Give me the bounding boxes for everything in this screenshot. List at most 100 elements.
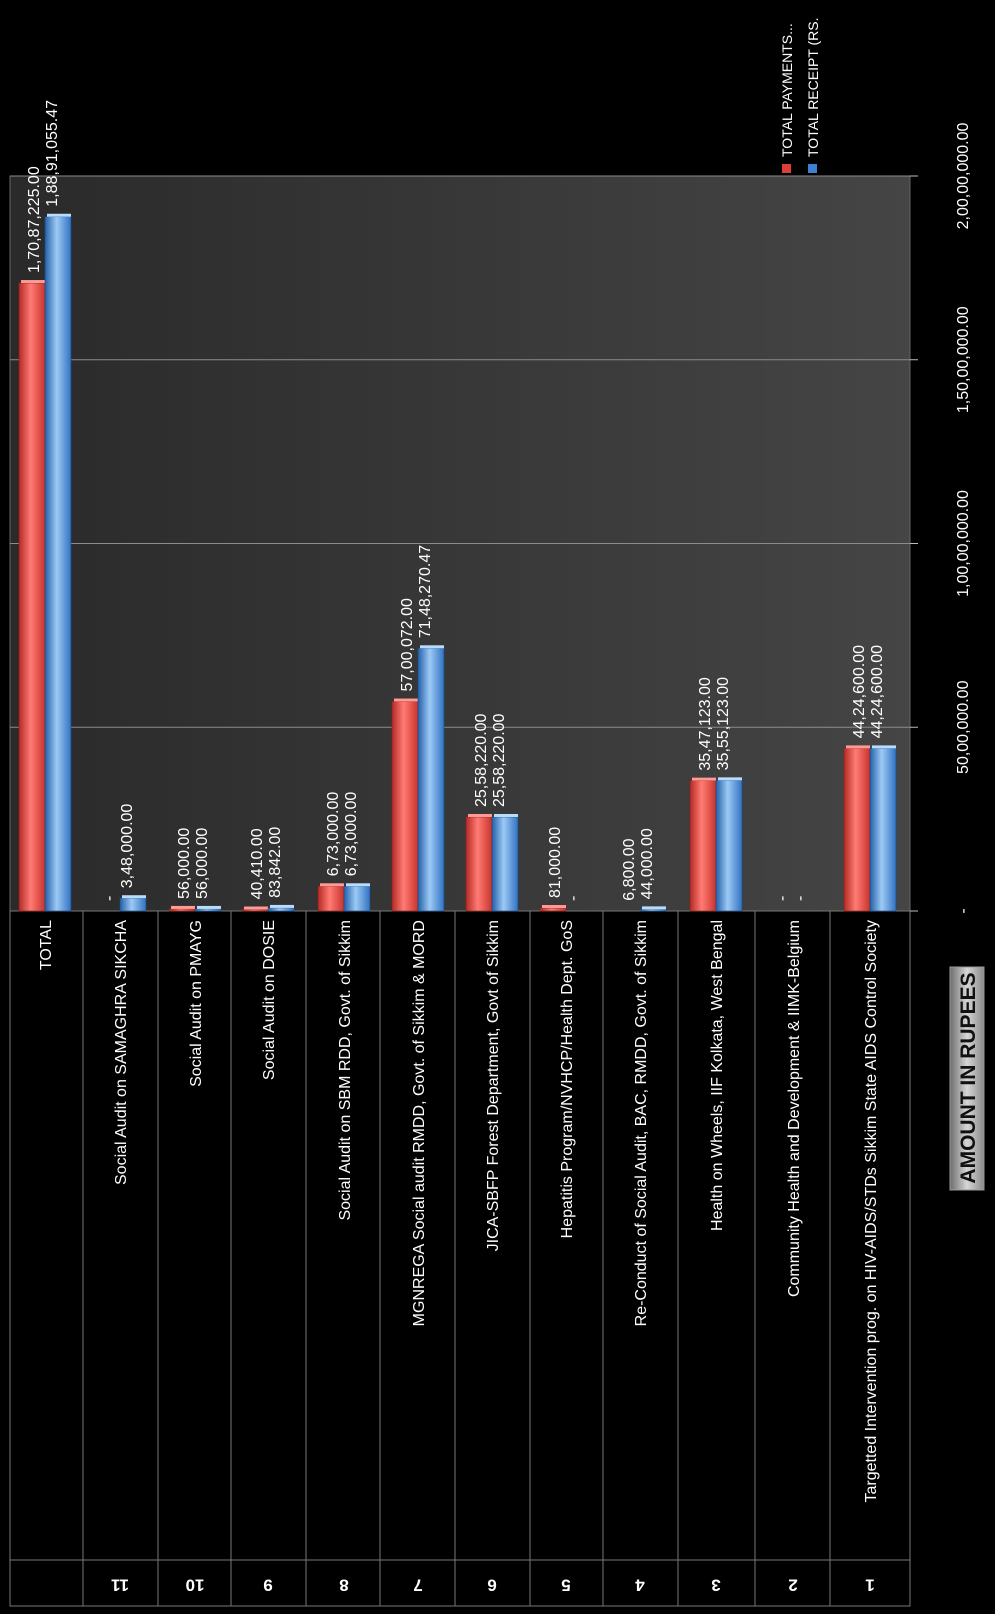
bar-payments [168, 908, 196, 912]
legend-label-receipt: TOTAL RECEIPT (RS. [805, 17, 821, 157]
axis-title: AMOUNT IN RUPEES [957, 972, 980, 1183]
bar-top-face [47, 213, 71, 217]
category-label: Hepatitis Program/NVHCP/Health Dept. GoS [559, 920, 576, 1238]
data-label-receipt: 6,73,000.00 [343, 792, 360, 877]
bar-receipt [491, 816, 519, 912]
category-number: 4 [635, 1576, 645, 1595]
bar-top-face [846, 745, 870, 749]
category-label: TOTAL [38, 920, 55, 970]
bar-receipt [639, 909, 667, 912]
data-label-payments: - [101, 896, 118, 901]
data-label-payments: 57,00,072.00 [399, 598, 416, 692]
category-number: 1 [865, 1576, 874, 1595]
category-table [9, 910, 911, 1607]
bar-top-face [346, 883, 370, 887]
data-label-payments: 1,70,87,225.00 [26, 166, 43, 273]
category-number: 7 [413, 1576, 422, 1595]
category-label: JICA-SBFP Forest Department, Govt of Sik… [485, 920, 502, 1251]
data-label-receipt: 44,000.00 [639, 828, 656, 899]
category-label: Social Audit on PMAYG [188, 920, 205, 1087]
axis-title-group: AMOUNT IN RUPEES [949, 966, 985, 1191]
bar-receipt [267, 907, 295, 912]
data-label-payments: 44,24,600.00 [851, 645, 868, 739]
bar-receipt [44, 216, 72, 912]
category-number: 5 [561, 1576, 570, 1595]
data-label-receipt: - [565, 896, 582, 901]
bar-top-face [642, 906, 666, 910]
bar-receipt [343, 885, 371, 912]
legend: TOTAL PAYMENTS... TOTAL RECEIPT (RS. [779, 17, 821, 173]
bar-labels: 44,24,600.00 44,24,600.00- -35,47,123.00 35… [26, 100, 886, 901]
bar-payments [317, 885, 345, 912]
category-label: Community Health and Development & IIMK-… [786, 920, 803, 1297]
category-number: 9 [263, 1576, 272, 1595]
bar-top-face [718, 777, 742, 781]
category-label: Social Audit on SAMAGHRA SIKCHA [113, 920, 130, 1185]
category-number: 6 [487, 1576, 496, 1595]
category-label: Health on Wheels, IIF Kolkata, West Beng… [709, 920, 726, 1231]
bar-top-face [468, 813, 492, 817]
bar-receipt [869, 748, 897, 912]
data-label-payments: - [774, 896, 791, 901]
x-tick-label: 1,50,00,000.00 [955, 306, 972, 413]
x-tick-label: 2,00,00,000.00 [955, 123, 972, 230]
data-label-receipt: 44,24,600.00 [869, 645, 886, 739]
data-label-payments: 6,73,000.00 [325, 792, 342, 877]
category-number: 2 [788, 1576, 797, 1595]
data-label-receipt: 25,58,220.00 [491, 713, 508, 807]
bar-top-face [542, 905, 566, 909]
bar-top-face [420, 645, 444, 649]
bar-top-face [122, 895, 146, 899]
bar-payments [241, 909, 269, 912]
bar-top-face [197, 905, 221, 909]
bar-payments [18, 282, 46, 912]
data-label-payments: 56,000.00 [176, 828, 193, 899]
category-label: Re-Conduct of Social Audit, BAC, RMDD, G… [633, 920, 650, 1326]
bar-payments [843, 748, 871, 912]
data-label-receipt: - [792, 896, 809, 901]
category-label: Social Audit on DOSIE [261, 920, 278, 1080]
data-label-receipt: 83,842.00 [267, 827, 284, 898]
data-label-payments: 6,800.00 [621, 838, 638, 900]
data-label-payments: 40,410.00 [249, 828, 266, 899]
x-tick-label: 50,00,000.00 [955, 680, 972, 774]
bar-receipt [119, 897, 147, 912]
x-tick-label: 1,00,00,000.00 [955, 490, 972, 597]
bars [18, 213, 897, 912]
data-label-receipt: 35,55,123.00 [715, 677, 732, 771]
data-label-receipt: 1,88,91,055.47 [44, 100, 61, 207]
bar-payments [689, 780, 717, 912]
category-labels: Targetted Intervention prog. on HIV-AIDS… [38, 920, 880, 1595]
bar-payments [539, 907, 567, 912]
category-number: 3 [711, 1576, 720, 1595]
data-label-payments: 81,000.00 [547, 827, 564, 898]
category-number: 10 [186, 1576, 205, 1595]
bar-payments [465, 816, 493, 912]
bar-receipt [417, 648, 445, 912]
bar-top-face [494, 813, 518, 817]
category-label: Social Audit on SBM RDD, Govt. of Sikkim [337, 920, 354, 1221]
legend-swatch-payments [782, 164, 791, 173]
bar-top-face [394, 698, 418, 702]
bar-top-face [21, 280, 45, 284]
bar-payments [391, 701, 419, 912]
data-label-receipt: 71,48,270.47 [417, 545, 434, 639]
data-label-payments: 35,47,123.00 [697, 677, 714, 771]
category-label: MGNREGA Social audit RMDD, Govt. of Sikk… [411, 920, 428, 1326]
bar-receipt [715, 780, 743, 912]
gridlines [10, 175, 918, 912]
legend-label-payments: TOTAL PAYMENTS... [779, 23, 795, 157]
axis-title-box [949, 966, 985, 1191]
data-label-receipt: 3,48,000.00 [119, 804, 136, 889]
bar-top-face [171, 905, 195, 909]
category-row-dividers [82, 911, 831, 1606]
category-label: Targetted Intervention prog. on HIV-AIDS… [863, 920, 880, 1502]
bar-top-face [320, 883, 344, 887]
tick-labels: - 50,00,000.00 1,00,00,000.00 1,50,00,000.0… [955, 123, 972, 914]
category-number: 11 [111, 1576, 129, 1595]
bar-receipt [194, 908, 222, 912]
legend-swatch-receipt [808, 164, 817, 173]
bar-top-face [872, 745, 896, 749]
x-tick-label: - [955, 908, 972, 913]
